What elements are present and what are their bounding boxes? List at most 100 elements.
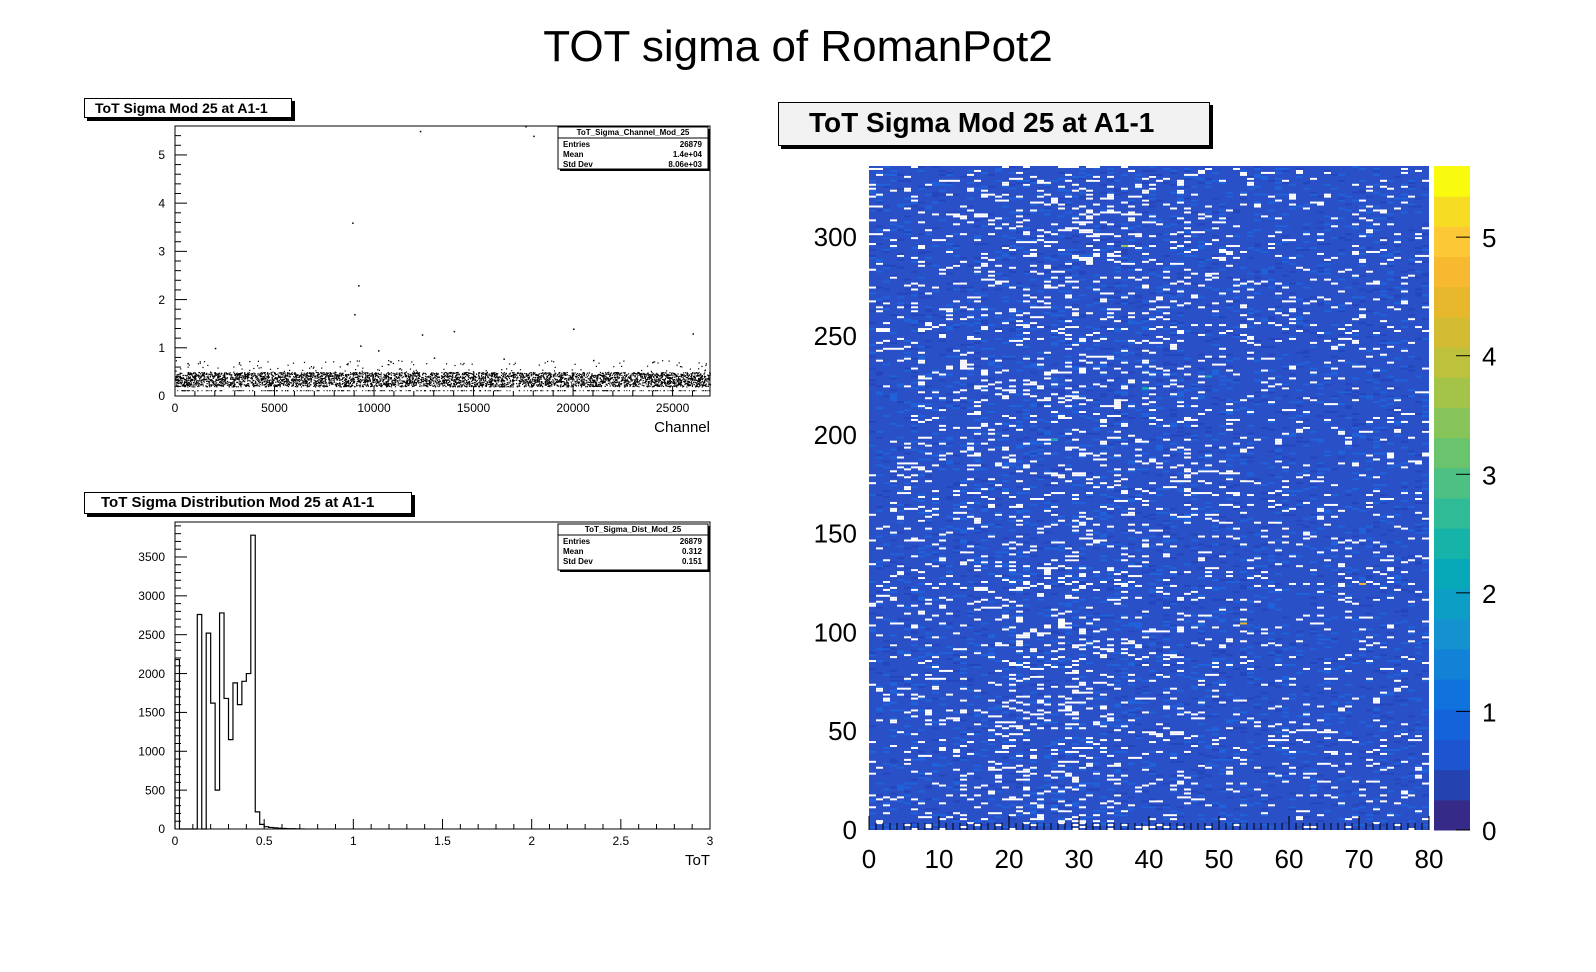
scatter-point bbox=[662, 373, 664, 375]
scatter-point bbox=[592, 375, 594, 377]
scatter-point bbox=[352, 377, 354, 380]
scatter-point bbox=[376, 382, 378, 384]
scatter-point bbox=[521, 379, 523, 381]
scatter-point bbox=[645, 376, 647, 378]
scatter-point bbox=[377, 369, 379, 371]
scatter-point bbox=[574, 384, 576, 386]
scatter-point bbox=[681, 374, 683, 376]
scatter-point bbox=[530, 383, 533, 385]
scatter-point bbox=[498, 376, 500, 379]
scatter-point bbox=[541, 385, 543, 387]
scatter-point bbox=[329, 373, 331, 376]
heatmap-cell bbox=[995, 816, 1002, 819]
scatter-point bbox=[268, 384, 270, 386]
scatter-point bbox=[444, 375, 446, 377]
scatter-point bbox=[480, 390, 482, 392]
scatter-point bbox=[471, 378, 474, 380]
scatter-point bbox=[342, 390, 344, 392]
scatter-point bbox=[426, 376, 428, 378]
scatter-point bbox=[525, 379, 527, 381]
scatter-point bbox=[357, 375, 359, 377]
scatter-point bbox=[190, 374, 192, 376]
scatter-point bbox=[383, 383, 385, 385]
scatter-point bbox=[533, 390, 535, 392]
scatter-point bbox=[690, 379, 692, 381]
scatter-point bbox=[553, 376, 555, 378]
scatter-point bbox=[393, 384, 395, 386]
scatter-point bbox=[181, 390, 183, 392]
scatter-point bbox=[409, 390, 411, 392]
scatter-point bbox=[308, 378, 310, 380]
scatter-point bbox=[304, 377, 306, 380]
scatter-point bbox=[608, 379, 610, 381]
scatter-point bbox=[460, 363, 462, 365]
scatter-point bbox=[261, 383, 263, 385]
scatter-point bbox=[253, 379, 255, 381]
scatter-point bbox=[496, 385, 498, 387]
scatter-point bbox=[424, 375, 427, 377]
scatter-point bbox=[621, 382, 623, 385]
scatter-point bbox=[453, 382, 455, 385]
scatter-point bbox=[197, 385, 199, 388]
scatter-point bbox=[425, 380, 427, 382]
scatter-point bbox=[640, 378, 642, 380]
scatter-point bbox=[189, 384, 191, 386]
scatter-point bbox=[251, 374, 253, 376]
scatter-point bbox=[637, 372, 639, 374]
scatter-point bbox=[188, 377, 190, 379]
scatter-point bbox=[446, 381, 448, 383]
scatter-point bbox=[431, 384, 433, 386]
scatter-point bbox=[298, 383, 300, 385]
scatter-point bbox=[317, 372, 319, 374]
scatter-point bbox=[293, 379, 296, 382]
scatter-point bbox=[296, 382, 298, 384]
scatter-point bbox=[195, 374, 197, 376]
scatter-point bbox=[649, 380, 651, 383]
scatter-point bbox=[394, 377, 396, 379]
scatter-point bbox=[215, 390, 217, 392]
scatter-point bbox=[478, 386, 480, 388]
scatter-point bbox=[212, 381, 214, 384]
scatter-point bbox=[200, 379, 202, 381]
scatter-point bbox=[380, 384, 382, 386]
scatter-point bbox=[681, 390, 683, 392]
scatter-point bbox=[323, 374, 325, 376]
scatter-point bbox=[656, 372, 658, 374]
scatter-point bbox=[219, 381, 222, 383]
scatter-point bbox=[205, 373, 207, 375]
scatter-point bbox=[391, 384, 393, 387]
scatter-point bbox=[430, 381, 432, 383]
scatter-point bbox=[597, 374, 599, 376]
scatter-point bbox=[695, 386, 697, 388]
scatter-point bbox=[255, 375, 257, 377]
scatter-point bbox=[253, 367, 255, 370]
scatter-point bbox=[463, 372, 465, 374]
scatter-point bbox=[619, 374, 621, 376]
scatter-point bbox=[618, 372, 620, 374]
scatter-point bbox=[640, 374, 642, 376]
scatter-point bbox=[405, 371, 408, 373]
scatter-point bbox=[545, 380, 547, 382]
scatter-point bbox=[238, 373, 240, 375]
scatter-point bbox=[426, 363, 428, 365]
scatter-stats-label: Entries bbox=[563, 140, 591, 149]
scatter-point bbox=[313, 373, 315, 375]
scatter-point bbox=[421, 377, 423, 379]
scatter-point bbox=[325, 382, 327, 384]
scatter-point bbox=[666, 381, 669, 383]
scatter-point bbox=[539, 382, 541, 384]
scatter-point bbox=[284, 384, 286, 386]
scatter-point bbox=[339, 375, 341, 377]
scatter-point bbox=[592, 376, 594, 378]
scatter-point bbox=[679, 366, 682, 368]
scatter-point bbox=[515, 374, 517, 376]
scatter-point bbox=[575, 385, 577, 387]
scatter-point bbox=[187, 382, 190, 384]
scatter-point bbox=[552, 379, 554, 381]
scatter-point bbox=[682, 379, 684, 381]
scatter-point bbox=[500, 381, 502, 383]
scatter-point bbox=[318, 376, 320, 378]
scatter-point bbox=[468, 381, 470, 383]
scatter-point bbox=[502, 379, 504, 382]
scatter-point bbox=[615, 385, 617, 387]
